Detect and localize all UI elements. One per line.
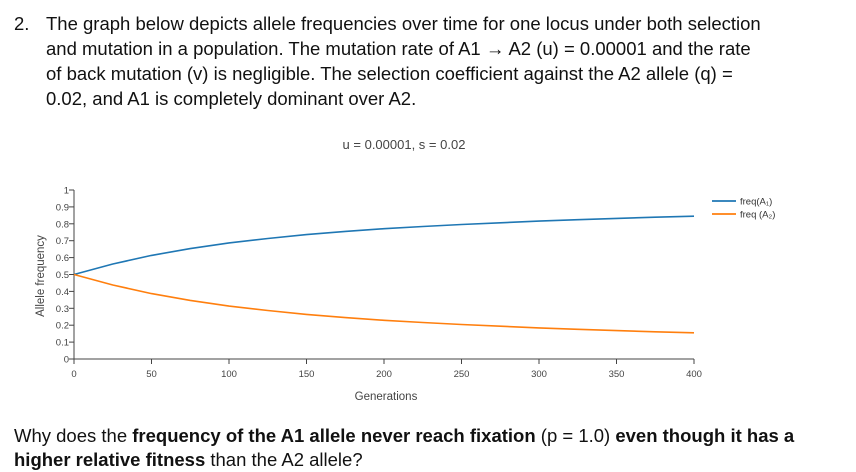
y-tick-label: 1: [64, 186, 69, 197]
question-line-4: 0.02, and A1 is completely dominant over…: [46, 88, 417, 109]
legend-label: freq(A₁): [740, 197, 772, 208]
x-tick-label: 200: [376, 369, 392, 380]
y-tick-label: 0.9: [56, 202, 69, 213]
axes-group: 0 0.1 0.2 0.3 0.4 0.5 0.6 0.7 0.8 0.9 1 0 50 100 150 20…: [56, 186, 702, 381]
followup-bold-1: frequency of the A1 allele never reach f…: [132, 425, 536, 446]
legend: freq(A₁) freq (A₂): [712, 197, 775, 221]
question-block: 2. The graph below depicts allele freque…: [14, 11, 844, 111]
followup-bold-2: even though it has a higher relative fit…: [14, 425, 795, 470]
y-tick-label: 0.4: [56, 287, 69, 298]
x-tick-label: 300: [531, 369, 547, 380]
x-axis-label: Generations: [355, 391, 418, 403]
x-tick-label: 100: [221, 369, 237, 380]
y-tick-label: 0.3: [56, 304, 69, 315]
y-tick-label: 0.6: [56, 253, 69, 264]
legend-label: freq (A₂): [740, 210, 775, 221]
followup-text-1: Why does the: [14, 425, 133, 446]
question-line-1: The graph below depicts allele frequenci…: [46, 13, 761, 34]
followup-text-3: than the A2 allele?: [205, 449, 363, 470]
question-line-3: of back mutation (v) is negligible. The …: [46, 63, 733, 84]
allele-frequency-chart: u = 0.00001, s = 0.02 Allele frequency G…: [35, 137, 775, 403]
series-line-1: [73, 215, 695, 276]
question-line-2: and mutation in a population. The mutati…: [46, 38, 751, 59]
question-text: The graph below depicts allele frequenci…: [46, 11, 844, 111]
x-tick-label: 250: [454, 369, 470, 380]
followup-question: Why does the frequency of the A1 allele …: [14, 424, 844, 472]
series-line-2: [73, 273, 695, 334]
series-group: [73, 215, 695, 334]
y-axis-label: Allele frequency: [35, 235, 47, 317]
x-tick-label: 150: [299, 369, 315, 380]
y-tick-label: 0.1: [56, 338, 69, 349]
y-tick-label: 0.8: [56, 219, 69, 230]
y-tick-label: 0.5: [56, 270, 69, 281]
y-tick-label: 0.2: [56, 321, 69, 332]
x-tick-label: 50: [146, 369, 157, 380]
y-tick-label: 0.7: [56, 236, 69, 247]
x-tick-label: 350: [609, 369, 625, 380]
followup-text-2: (p = 1.0): [535, 425, 616, 446]
x-tick-label: 0: [71, 369, 76, 380]
question-number: 2.: [14, 13, 30, 34]
chart-title: u = 0.00001, s = 0.02: [343, 137, 466, 152]
y-tick-label: 0: [64, 355, 69, 366]
x-tick-label: 400: [686, 369, 702, 380]
